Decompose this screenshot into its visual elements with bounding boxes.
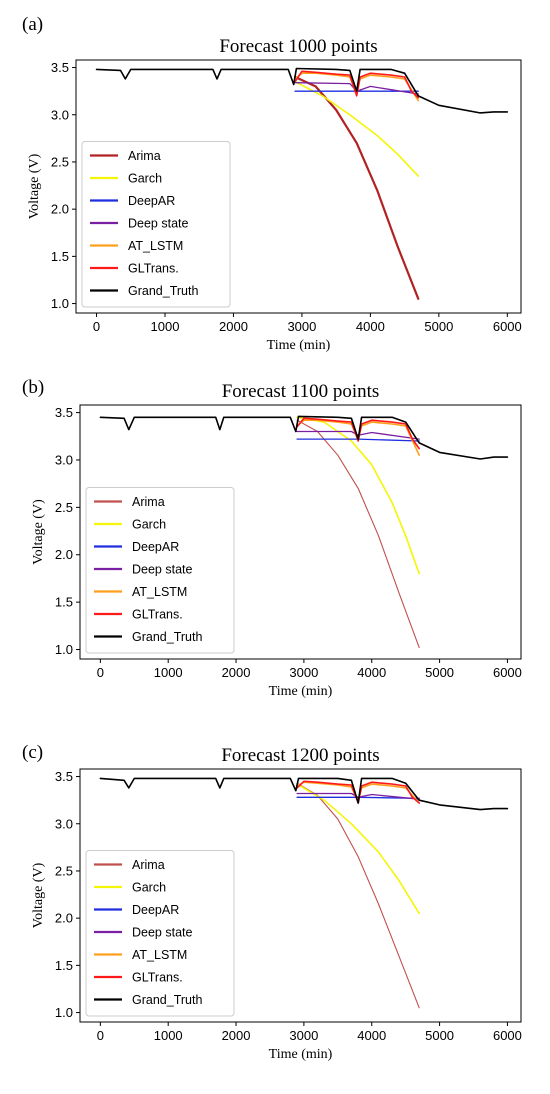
x-tick-label: 2000 [219,319,248,334]
y-tick-label: 2.5 [51,154,69,169]
legend-label: Garch [132,881,166,895]
y-tick-label: 1.0 [55,1005,73,1020]
y-tick-label: 3.0 [55,452,73,467]
y-tick-label: 1.0 [55,642,73,657]
legend-label: Grand_Truth [132,993,202,1007]
legend-label: GLTrans. [132,971,183,985]
legend-label: Deep state [132,563,193,577]
y-tick-label: 2.0 [55,547,73,562]
series-line-grand-truth [99,777,509,811]
chart-panel-1: (a) Forecast 1000 points 0 1000 2000 3000 4000… [22,14,522,353]
x-tick-label: 4000 [357,1028,386,1043]
x-tick-label: 2000 [222,1028,251,1043]
x-tick-label: 5000 [425,665,454,680]
legend-label: Garch [132,518,166,532]
legend-label: DeepAR [132,540,179,554]
plot-area [99,415,509,649]
series-line-arima [294,75,420,300]
legend-label: Arima [132,858,165,872]
x-axis-label: Time (min) [269,1047,333,1062]
y-tick-label: 2.0 [55,911,73,926]
x-tick-label: 6000 [493,1028,522,1043]
series-line-garch [296,416,420,575]
chart-panel-2: (b) Forecast 1100 points 0 1000 2000 3000 4000… [22,377,522,699]
series-line-deepar [296,796,420,799]
chart-title: Forecast 1200 points [221,745,379,766]
x-tick-label: 1000 [154,1028,183,1043]
legend-label: Deep state [132,926,193,940]
chart-title: Forecast 1000 points [219,36,377,57]
legend-label: DeepAR [132,903,179,917]
x-tick-label: 1000 [154,665,183,680]
series-line-garch [294,80,420,177]
legend-label: GLTrans. [132,608,183,622]
legend-box [85,850,235,1017]
y-tick-label: 2.0 [51,202,69,217]
y-tick-label: 3.5 [51,60,69,75]
legend-label: AT_LSTM [128,239,183,253]
series-line-deepar [296,438,420,442]
legend-label: Grand_Truth [128,284,198,298]
panel-label: (c) [22,742,43,763]
x-axis-label: Time (min) [269,684,333,699]
legend-label: Arima [132,495,165,509]
x-tick-label: 1000 [151,319,180,334]
y-tick-label: 3.0 [55,816,73,831]
y-tick-label: 1.5 [55,958,73,973]
x-tick-label: 3000 [287,319,316,334]
x-tick-label: 5000 [425,1028,454,1043]
x-tick-label: 2000 [222,665,251,680]
y-axis-label: Voltage (V) [27,153,42,219]
x-tick-label: 3000 [289,1028,318,1043]
panel-label: (a) [22,14,43,35]
x-tick-label: 6000 [493,319,522,334]
x-axis-label: Time (min) [267,338,331,353]
x-tick-label: 6000 [493,665,522,680]
y-tick-label: 1.5 [51,249,69,264]
legend-label: Garch [128,172,162,186]
x-tick-label: 4000 [356,319,385,334]
legend-label: Arima [128,149,161,163]
chart-panel-3: (c) Forecast 1200 points 0 1000 2000 3000 4000… [22,742,522,1062]
y-tick-label: 3.0 [51,107,69,122]
x-tick-label: 0 [93,319,100,334]
series-line-gltrans- [294,70,420,99]
legend-label: AT_LSTM [132,585,187,599]
x-tick-label: 3000 [289,665,318,680]
series-line-grand-truth [99,415,509,460]
x-tick-label: 0 [97,665,104,680]
legend-box [81,141,231,308]
panel-label: (b) [22,377,44,398]
legend-label: AT_LSTM [132,948,187,962]
y-tick-label: 1.0 [51,296,69,311]
x-tick-label: 5000 [424,319,453,334]
legend-box [85,487,235,654]
legend-label: Grand_Truth [132,630,202,644]
x-tick-label: 0 [97,1028,104,1043]
series-line-grand-truth [95,67,509,114]
y-tick-label: 3.5 [55,769,73,784]
legend-label: DeepAR [128,194,175,208]
y-tick-label: 1.5 [55,595,73,610]
plot-area [95,67,509,300]
legend-label: GLTrans. [128,262,179,276]
y-tick-label: 3.5 [55,405,73,420]
chart-title: Forecast 1100 points [222,381,380,402]
y-axis-label: Voltage (V) [31,862,46,928]
y-axis-label: Voltage (V) [31,499,46,565]
legend-label: Deep state [128,217,189,231]
y-tick-label: 2.5 [55,500,73,515]
plot-area [99,777,509,1009]
y-tick-label: 2.5 [55,863,73,878]
x-tick-label: 4000 [357,665,386,680]
